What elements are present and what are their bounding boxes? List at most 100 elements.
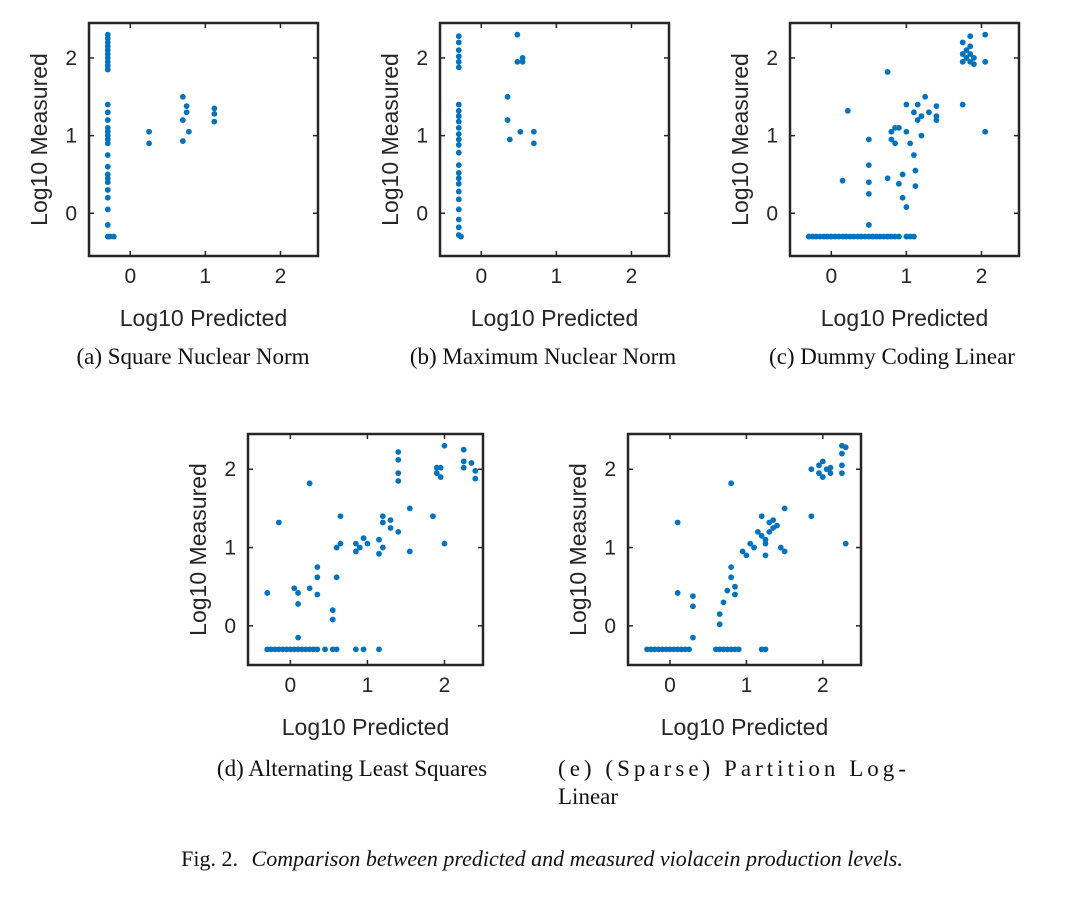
data-point xyxy=(933,103,940,110)
data-point xyxy=(264,590,271,596)
data-point xyxy=(376,550,382,557)
x-tick-label: 0 xyxy=(285,674,297,697)
data-point xyxy=(690,603,696,610)
figure-caption: Fig. 2. Comparison between predicted and… xyxy=(181,846,903,871)
data-point xyxy=(179,138,186,144)
data-point xyxy=(819,458,826,465)
data-point xyxy=(104,206,111,213)
data-point xyxy=(918,132,925,139)
data-point xyxy=(455,47,462,54)
data-point xyxy=(333,544,340,551)
data-point xyxy=(104,152,111,158)
data-point xyxy=(720,599,727,606)
data-point xyxy=(903,101,910,108)
y-tick-label: 1 xyxy=(224,537,236,560)
scatter-panel: 0 1 2 0 1 2 Log10 Predicted Log10 Measured (b) M… xyxy=(377,21,676,369)
data-point xyxy=(183,103,190,110)
data-point xyxy=(842,540,849,547)
data-point xyxy=(352,646,359,653)
data-point xyxy=(468,460,475,466)
data-point xyxy=(455,124,462,131)
data-point xyxy=(865,179,872,186)
data-point xyxy=(967,51,974,57)
data-point xyxy=(364,540,371,547)
data-point xyxy=(441,442,448,449)
data-point xyxy=(844,107,851,114)
data-point xyxy=(762,646,769,653)
data-point xyxy=(460,446,467,453)
data-point xyxy=(766,528,773,535)
y-tick-label: 2 xyxy=(416,47,428,70)
data-point xyxy=(211,105,218,112)
x-axis-label: Log10 Predicted xyxy=(120,305,288,331)
data-point xyxy=(982,128,989,135)
data-point xyxy=(387,517,394,524)
data-point xyxy=(455,107,462,114)
subcaption-line-1: (e) (Sparse) Partition Log- xyxy=(558,756,906,781)
data-point xyxy=(959,58,966,65)
data-point xyxy=(514,31,521,38)
data-point xyxy=(104,187,111,193)
y-tick-label: 2 xyxy=(224,458,236,481)
data-point xyxy=(455,149,462,156)
data-point xyxy=(433,470,440,477)
y-axis-label: Log10 Measured xyxy=(185,463,211,636)
data-point xyxy=(895,233,902,240)
data-point xyxy=(514,58,521,65)
data-point xyxy=(455,101,462,108)
figure-caption-label: Fig. 2. xyxy=(181,846,238,871)
data-point xyxy=(455,169,462,176)
data-point xyxy=(455,39,462,46)
data-point xyxy=(808,513,815,520)
data-point xyxy=(329,607,336,614)
data-point xyxy=(732,591,738,598)
data-point xyxy=(314,646,321,653)
data-point xyxy=(455,206,462,213)
data-point xyxy=(472,467,479,474)
y-tick-label: 2 xyxy=(766,47,778,70)
data-point xyxy=(758,532,765,539)
data-point xyxy=(903,204,910,210)
data-point xyxy=(455,180,462,187)
data-point xyxy=(884,69,891,75)
data-point xyxy=(104,163,111,170)
data-point xyxy=(329,616,336,623)
data-point xyxy=(104,179,111,186)
x-tick-label: 2 xyxy=(626,265,638,288)
scatter-panel: 0 1 2 0 1 2 Log10 Predicted Log10 Measured (c) D… xyxy=(727,21,1021,369)
data-point xyxy=(376,536,382,543)
data-point xyxy=(460,458,467,465)
data-point xyxy=(743,552,750,559)
data-point xyxy=(762,536,769,543)
data-point xyxy=(674,519,681,526)
data-point xyxy=(379,513,386,520)
data-point xyxy=(686,646,693,653)
data-point xyxy=(716,621,723,628)
data-point xyxy=(967,43,974,50)
data-point xyxy=(387,525,394,531)
data-point xyxy=(360,535,367,542)
y-tick-label: 1 xyxy=(604,537,616,560)
data-point xyxy=(352,540,359,547)
data-point xyxy=(406,548,413,555)
data-point xyxy=(104,66,111,73)
data-point xyxy=(455,113,462,120)
data-point xyxy=(333,646,340,653)
data-point xyxy=(430,513,436,520)
data-point xyxy=(865,136,872,143)
data-point xyxy=(839,177,846,184)
scatter-panel: 0 1 2 0 1 2 Log10 Predicted Log10 Measured (d) A… xyxy=(185,432,487,781)
x-tick-label: 2 xyxy=(976,265,988,288)
data-point xyxy=(963,55,970,61)
data-point xyxy=(839,462,845,469)
data-point xyxy=(888,128,895,135)
data-point xyxy=(827,464,834,471)
x-tick-label: 1 xyxy=(551,265,563,288)
scatter-panel: 0 1 2 0 1 2 Log10 Predicted Log10 Measured (e) (… xyxy=(558,432,906,809)
data-point xyxy=(352,548,359,555)
data-point xyxy=(918,113,925,120)
data-point xyxy=(295,590,301,596)
data-point xyxy=(959,51,966,57)
data-point xyxy=(728,564,735,571)
